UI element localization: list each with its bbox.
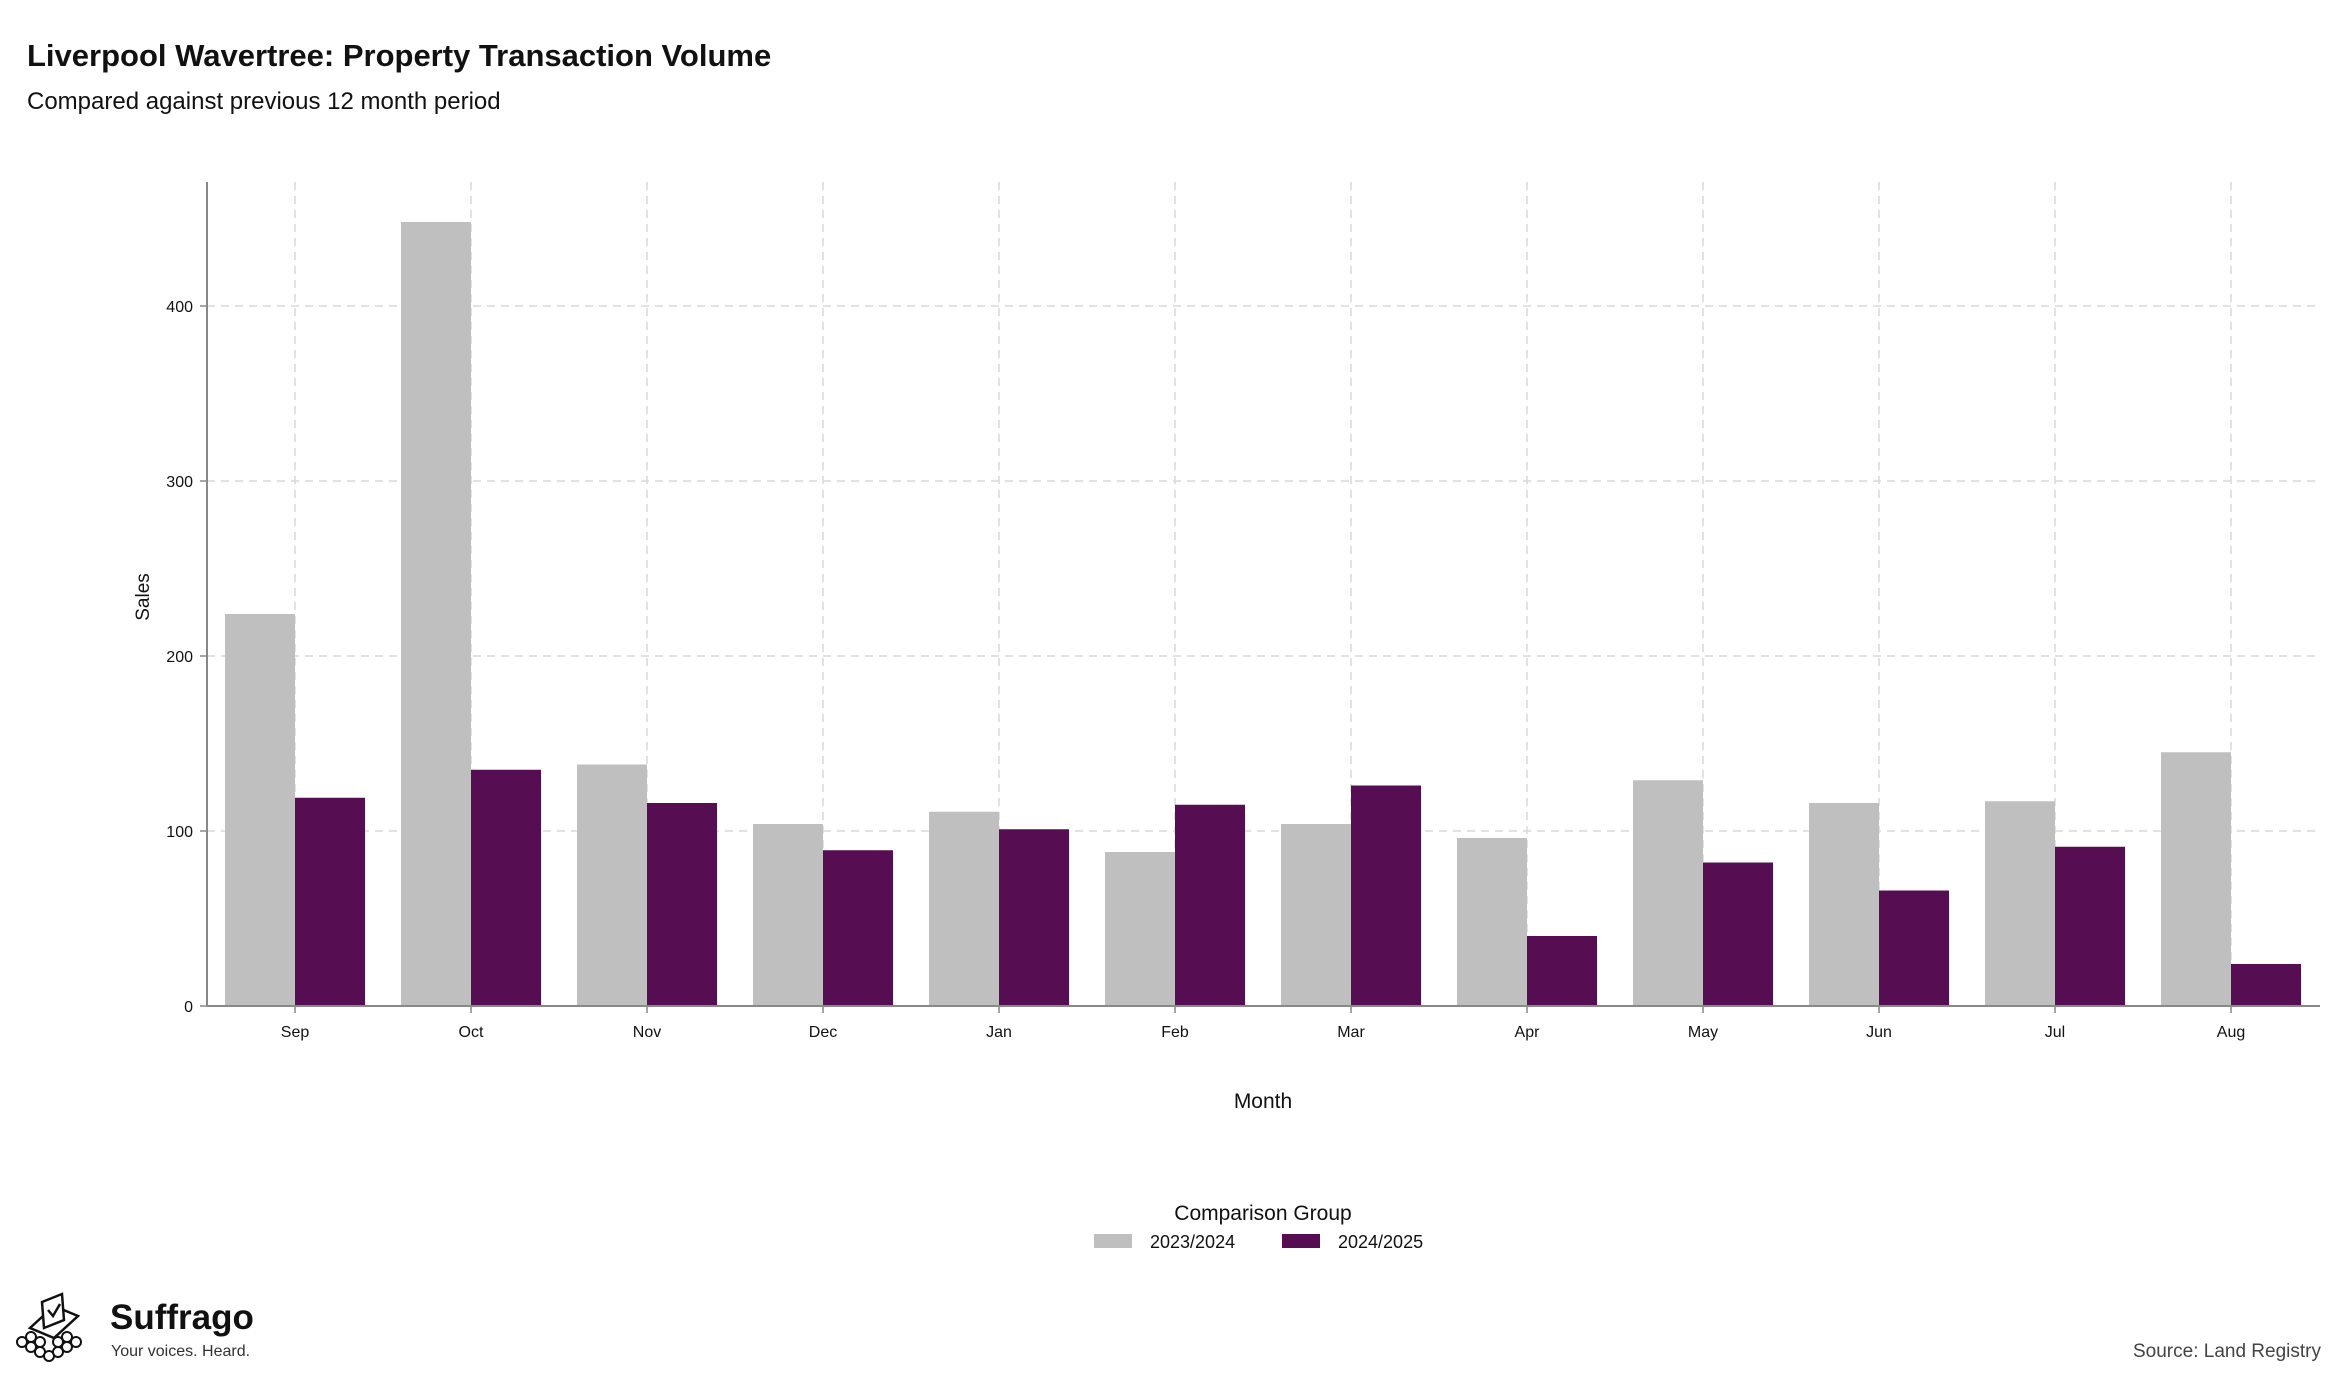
x-axis-label: Month	[1234, 1090, 1292, 1113]
chart-subtitle: Compared against previous 12 month perio…	[27, 88, 501, 115]
source-note: Source: Land Registry	[2133, 1341, 2321, 1362]
bar-2023-2024-nov	[577, 764, 647, 1006]
bar-2023-2024-sep	[225, 614, 295, 1006]
bar-2024-2025-apr	[1527, 936, 1597, 1006]
bar-2023-2024-feb	[1105, 852, 1175, 1006]
bar-2024-2025-sep	[295, 797, 365, 1006]
chart-title: Liverpool Wavertree: Property Transactio…	[27, 38, 772, 73]
bar-2024-2025-oct	[471, 769, 541, 1006]
x-tick-label: Oct	[459, 1024, 484, 1041]
y-tick-label: 200	[166, 649, 193, 666]
y-tick-label: 300	[166, 474, 193, 491]
bar-2023-2024-jul	[1985, 801, 2055, 1006]
bar-2023-2024-mar	[1281, 824, 1351, 1006]
bar-2024-2025-nov	[647, 803, 717, 1006]
legend-title: Comparison Group	[1174, 1202, 1351, 1225]
y-tick-label: 100	[166, 824, 193, 841]
y-tick-label: 400	[166, 299, 193, 316]
bar-2023-2024-aug	[2161, 752, 2231, 1006]
bar-2023-2024-oct	[401, 222, 471, 1006]
bar-2023-2024-dec	[753, 824, 823, 1006]
legend-label: 2023/2024	[1150, 1232, 1235, 1252]
x-tick-label: Apr	[1515, 1024, 1541, 1041]
x-tick-label: Feb	[1161, 1024, 1189, 1041]
axes	[206, 182, 2320, 1007]
x-tick-label: Mar	[1337, 1024, 1365, 1041]
x-tick-label: Jul	[2045, 1024, 2065, 1041]
suffrago-logo-icon	[16, 1292, 82, 1362]
bar-2024-2025-aug	[2231, 964, 2301, 1006]
x-tick-label: Nov	[633, 1024, 661, 1041]
legend-swatch	[1094, 1234, 1132, 1248]
bar-2023-2024-jun	[1809, 803, 1879, 1006]
x-tick-label: Aug	[2217, 1024, 2245, 1041]
x-tick-label: Sep	[281, 1024, 310, 1041]
legend-swatch	[1282, 1234, 1320, 1248]
bar-2024-2025-jan	[999, 829, 1069, 1006]
bar-2024-2025-mar	[1351, 785, 1421, 1006]
y-tick-label: 0	[184, 999, 193, 1016]
bar-2024-2025-jun	[1879, 890, 1949, 1006]
bars	[225, 222, 2301, 1006]
legend-label: 2024/2025	[1338, 1232, 1423, 1252]
brand-tagline: Your voices. Heard.	[111, 1343, 251, 1360]
bar-2024-2025-jul	[2055, 846, 2125, 1006]
bar-2023-2024-may	[1633, 780, 1703, 1006]
x-tick-labels: Sep Oct Nov Dec Jan Feb Mar Apr May Jun Jul Aug	[281, 1006, 2245, 1041]
y-axis-label: Sales	[133, 573, 154, 621]
bar-2024-2025-dec	[823, 850, 893, 1006]
bar-2023-2024-apr	[1457, 838, 1527, 1006]
x-tick-label: Dec	[809, 1024, 837, 1041]
x-tick-label: May	[1688, 1024, 1718, 1041]
bar-2024-2025-feb	[1175, 804, 1245, 1006]
bar-2023-2024-jan	[929, 811, 999, 1006]
brand-name: Suffrago	[110, 1298, 254, 1337]
legend-items: 2023/2024 2024/2025	[1094, 1232, 1423, 1252]
legend: Comparison Group 2023/2024 2024/2025	[1094, 1202, 1423, 1252]
x-tick-label: Jan	[986, 1024, 1012, 1041]
bar-2024-2025-may	[1703, 862, 1773, 1006]
y-tick-labels: 0 100 200 300 400	[166, 299, 207, 1016]
x-tick-label: Jun	[1866, 1024, 1892, 1041]
